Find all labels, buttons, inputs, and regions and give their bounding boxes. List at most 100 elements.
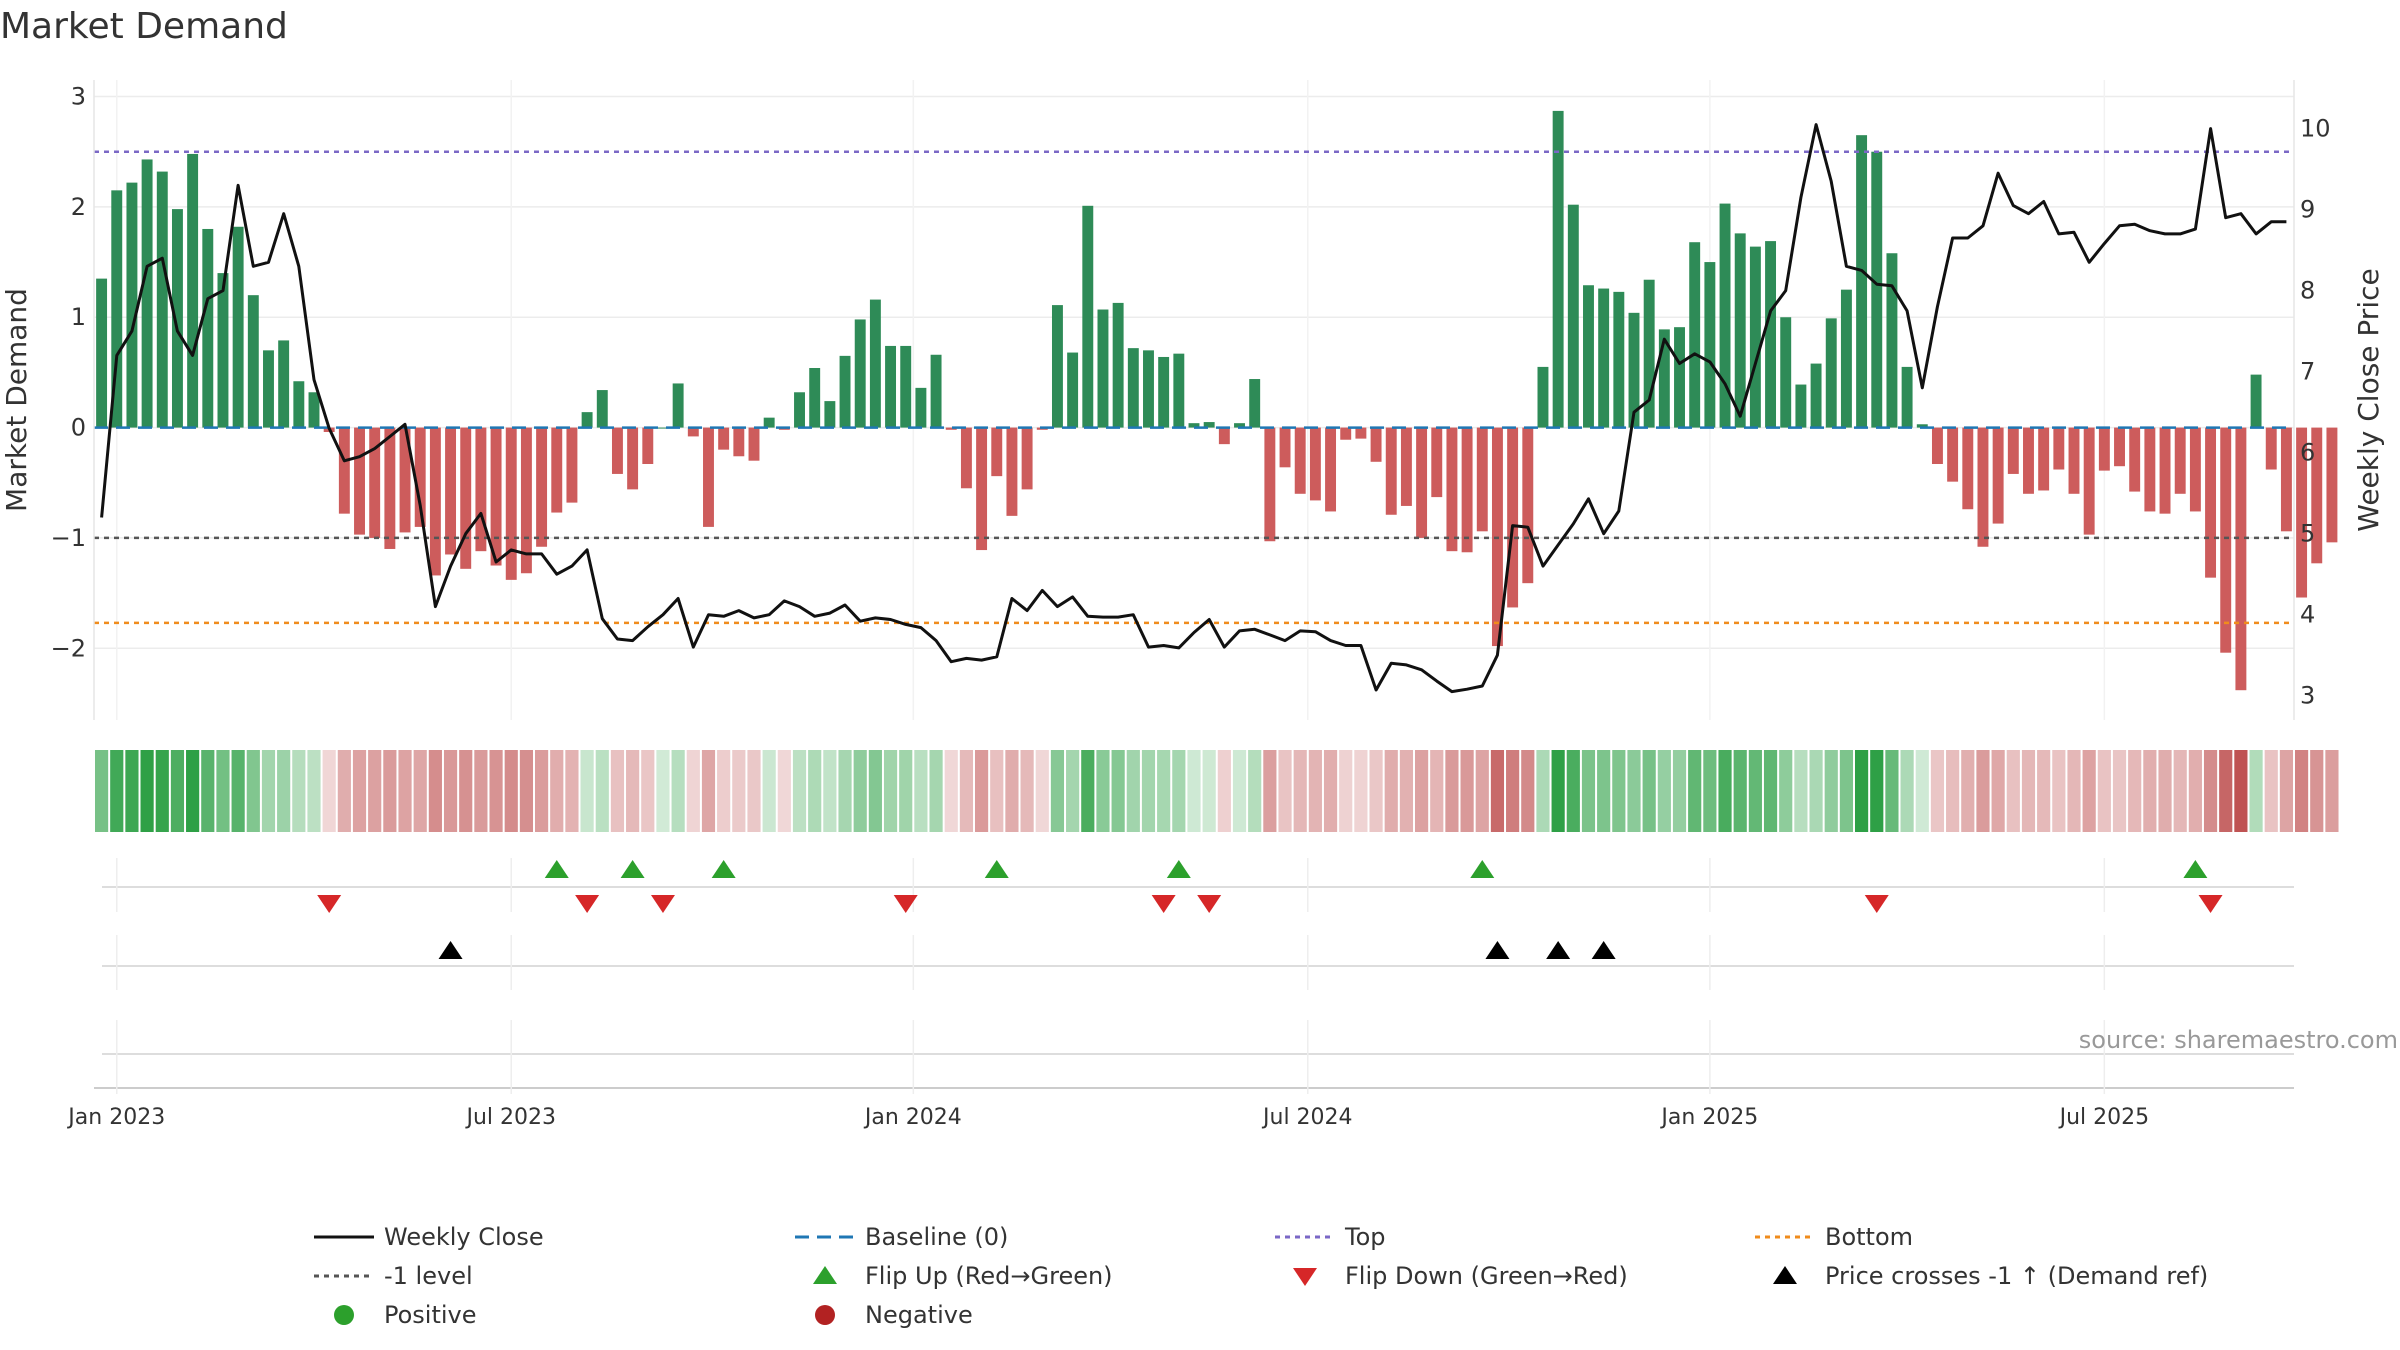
legend-item-7: Price crosses -1 ↑ (Demand ref) [1773,1262,2208,1290]
demand-bar-87 [1416,427,1428,538]
price-cross-marker-1 [1485,941,1510,959]
legend-item-8: Positive [334,1301,477,1329]
heat-cell-39 [686,750,700,832]
heat-cell-23 [443,750,458,832]
heat-cell-139 [2203,750,2218,832]
demand-bar-19 [384,427,396,549]
heat-cell-145 [2295,750,2309,832]
y-left-tick-label-2: 1 [71,303,86,331]
heat-cell-44 [762,750,776,832]
flip-up-marker-6 [2183,860,2208,878]
flip-down-marker-7 [2198,895,2223,913]
demand-bar-130 [2068,427,2080,494]
legend-swatch-8 [334,1305,354,1325]
demand-bar-101 [1628,312,1640,428]
demand-bar-31 [566,427,578,503]
heat-cell-114 [1824,750,1838,832]
demand-bar-37 [657,427,669,429]
demand-bar-12 [278,340,290,428]
demand-bars [96,110,2338,691]
heat-cell-69 [1141,750,1156,832]
heat-cell-83 [1354,750,1368,832]
heat-cell-102 [1642,750,1656,832]
demand-bar-23 [445,427,457,555]
flip-down-marker-1 [575,895,600,913]
legend-label-7: Price crosses -1 ↑ (Demand ref) [1825,1262,2208,1290]
heat-cell-61 [1020,750,1034,832]
demand-bar-139 [2205,427,2217,578]
heat-cell-128 [2037,750,2051,832]
heat-cell-74 [1217,750,1231,832]
heat-cell-121 [1930,750,1945,832]
heat-cell-3 [140,750,154,832]
heat-cell-108 [1733,750,1747,832]
heat-cell-109 [1748,750,1762,832]
demand-bar-50 [854,319,866,428]
heat-cell-67 [1111,750,1125,832]
demand-bar-114 [1825,318,1837,428]
heat-cell-138 [2188,750,2202,832]
demand-bar-140 [2220,427,2232,653]
heat-cell-13 [292,750,306,832]
flip-down-marker-6 [1864,895,1889,913]
demand-bar-124 [1977,427,1989,547]
heat-cell-22 [428,750,442,832]
heat-cell-120 [1915,750,1929,832]
flip-up-marker-3 [984,860,1009,878]
demand-bar-115 [1840,289,1852,428]
heat-cell-0 [95,750,109,832]
demand-bar-107 [1719,203,1731,428]
heat-cell-64 [1066,750,1080,832]
heat-cell-113 [1809,750,1823,832]
demand-bar-133 [2114,427,2125,467]
price-cross-panel [102,935,2294,990]
y-left-tick-label-0: 3 [71,83,86,111]
demand-bar-102 [1643,279,1655,428]
demand-bar-22 [429,427,441,576]
heat-cell-130 [2067,750,2081,832]
heat-cell-53 [899,750,913,832]
heat-cell-43 [747,750,761,832]
demand-bar-112 [1795,384,1807,428]
demand-bar-44 [763,417,775,428]
bottom-panel: Jan 2023 Jul 2023 Jan 2024 Jul 2024 Jan 2025… [66,1020,2294,1130]
heat-cell-116 [1855,750,1869,832]
heat-cell-29 [535,750,549,832]
chart-title: Market Demand [0,6,288,47]
heat-cell-4 [155,750,169,832]
flip-down-marker-5 [1197,895,1222,913]
heat-cell-75 [1232,750,1247,832]
heat-cell-118 [1885,750,1899,832]
demand-bar-34 [611,427,623,474]
legend-swatch-7 [1773,1266,1797,1284]
demand-bar-52 [885,345,897,428]
price-cross-marker-2 [1546,941,1571,959]
demand-bar-47 [809,368,821,428]
weekly-close-series [100,123,2287,694]
legend-label-1: Baseline (0) [865,1223,1008,1251]
heat-cell-41 [717,750,731,832]
heat-cell-59 [990,750,1004,832]
heat-cell-82 [1339,750,1353,832]
demand-bar-111 [1780,317,1792,428]
demand-bar-16 [338,427,350,514]
demand-bar-94 [1522,427,1534,584]
demand-bar-137 [2174,427,2186,494]
heat-cell-132 [2097,750,2111,832]
heat-cell-45 [777,750,791,832]
heat-cell-80 [1308,750,1322,832]
demand-bar-143 [2265,427,2277,470]
heat-cell-134 [2128,750,2142,832]
legend-item-2: Top [1275,1223,1386,1251]
demand-bar-56 [945,427,957,430]
demand-bar-66 [1097,309,1109,428]
heat-cell-20 [398,750,412,832]
demand-bar-110 [1765,241,1777,428]
heat-cell-105 [1688,750,1702,832]
demand-bar-84 [1370,427,1382,462]
demand-bar-99 [1598,288,1610,428]
demand-bar-33 [596,390,608,428]
demand-bar-72 [1188,423,1200,428]
flip-up-marker-4 [1166,860,1191,878]
